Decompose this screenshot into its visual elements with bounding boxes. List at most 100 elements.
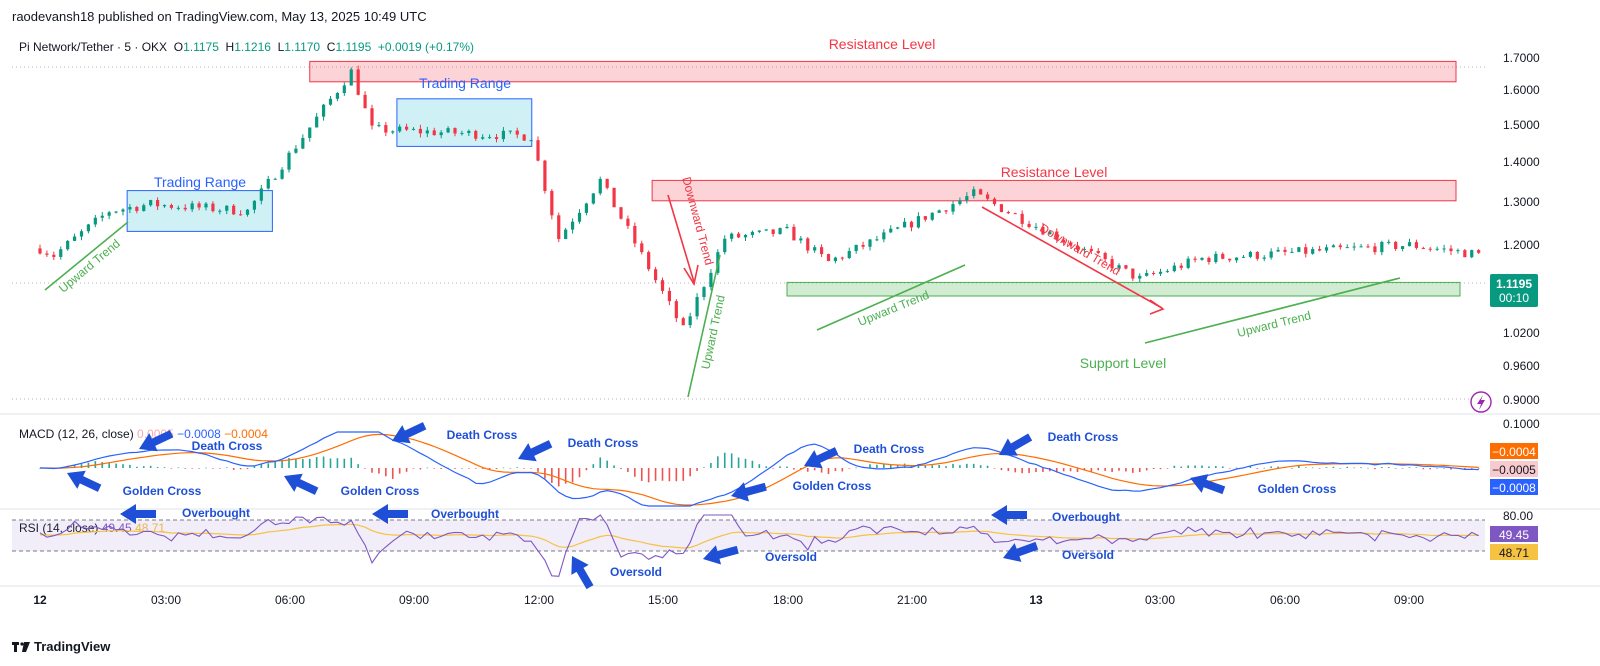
candle-body (577, 212, 582, 222)
macd-bar (1235, 467, 1238, 469)
macd-bar (620, 468, 622, 470)
macd-bar (219, 468, 221, 469)
macd-hist-tag-label: −0.0005 (1492, 463, 1536, 477)
candle-body (1082, 248, 1087, 250)
candle-body (287, 152, 291, 170)
candle-body (570, 221, 575, 230)
symbol-legend[interactable]: Pi Network/Tether · 5 · OKX O1.1175 H1.1… (19, 40, 474, 54)
footer-brand-label: TradingView (34, 639, 111, 654)
macd-bar (385, 468, 387, 477)
macd-legend-label: MACD (12, 26, close) (19, 427, 134, 441)
annotation-label: Death Cross (192, 439, 263, 453)
candle-body (626, 218, 630, 226)
support-zone (786, 281, 1461, 297)
footer-brand[interactable]: TradingView (12, 639, 110, 654)
macd-bar (723, 452, 726, 468)
macd-bar (232, 468, 235, 470)
annotation-label: Golden Cross (123, 484, 202, 498)
arrow-shape (139, 430, 174, 452)
candle-body (992, 198, 997, 205)
candle-body (1241, 256, 1246, 258)
macd-bar (765, 466, 768, 468)
candle-body (1138, 275, 1142, 279)
macd-bar (239, 468, 242, 470)
macd-bar (1298, 465, 1300, 468)
macd-bar (661, 468, 664, 481)
candle-body (1179, 265, 1183, 268)
macd-bar (1111, 468, 1113, 473)
macd-bar (212, 468, 214, 469)
macd-bar (730, 453, 733, 468)
macd-bar (1339, 467, 1342, 469)
price-tick-label: 1.6000 (1503, 83, 1540, 97)
candle-body (1228, 258, 1232, 261)
candle-body (612, 187, 616, 208)
candle-body (1020, 213, 1024, 224)
macd-bar (440, 468, 442, 470)
macd-bar (1415, 467, 1418, 468)
macd-line (39, 431, 1479, 507)
trend-arrowhead (683, 264, 699, 287)
macd-bar (647, 468, 650, 483)
macd-bar (966, 463, 968, 468)
macd-bar (972, 463, 975, 468)
macd-bar (87, 462, 90, 468)
macd-bar (654, 468, 657, 481)
macd-bar (246, 468, 249, 470)
candle-body (750, 231, 755, 236)
candle-body (481, 137, 485, 139)
candle-body (1331, 245, 1336, 248)
candle-body (591, 193, 595, 204)
candle-body (543, 160, 547, 191)
candle-body (1075, 245, 1080, 250)
macd-bar (1291, 467, 1293, 469)
trend-label: Upward Trend (1236, 308, 1313, 340)
macd-bar (1311, 467, 1314, 469)
price-tick-label: 1.2000 (1503, 238, 1540, 252)
candle-body (114, 211, 118, 213)
arrow-shape (703, 545, 739, 565)
candle-body (377, 125, 381, 127)
candle-body (1248, 251, 1253, 257)
macd-bar (993, 468, 996, 469)
annotation-label: Death Cross (447, 428, 518, 442)
candle-body (653, 269, 658, 281)
candle-body (633, 225, 637, 244)
candle-body (785, 226, 789, 229)
candle-body (1207, 257, 1211, 263)
annotation-arrow-icon (284, 473, 319, 495)
candle-body (695, 296, 699, 317)
macd-bar (1464, 468, 1466, 470)
annotation-arrow-icon (804, 447, 839, 469)
macd-bar (184, 468, 187, 469)
candle-body (736, 233, 741, 238)
candle-body (730, 233, 734, 239)
trend-line (1144, 277, 1401, 344)
candle-body (342, 85, 346, 94)
support-zone-label: Support Level (1080, 355, 1166, 371)
macd-bar (793, 468, 795, 470)
macd-bar (274, 461, 276, 468)
macd-bar (308, 458, 311, 468)
candle-body (584, 203, 589, 213)
candle-body (771, 229, 775, 234)
candle-body (1048, 231, 1052, 235)
candle-body (1234, 257, 1239, 261)
candle-body (467, 130, 471, 134)
candle-body (432, 130, 436, 136)
candle-body (1456, 250, 1460, 252)
time-tick-label: 15:00 (648, 593, 678, 607)
candle-body (792, 226, 796, 241)
macd-bar (1221, 466, 1224, 468)
candle-body (799, 238, 803, 241)
candle-body (66, 240, 70, 250)
annotation-arrow-icon (392, 422, 427, 444)
macd-bar (302, 459, 304, 468)
candle-body (515, 130, 519, 135)
macd-bar (115, 463, 117, 468)
macd-bar (357, 464, 359, 468)
candle-body (1068, 242, 1073, 246)
annotation-arrow-icon (1003, 541, 1039, 562)
candle-body (79, 231, 84, 237)
